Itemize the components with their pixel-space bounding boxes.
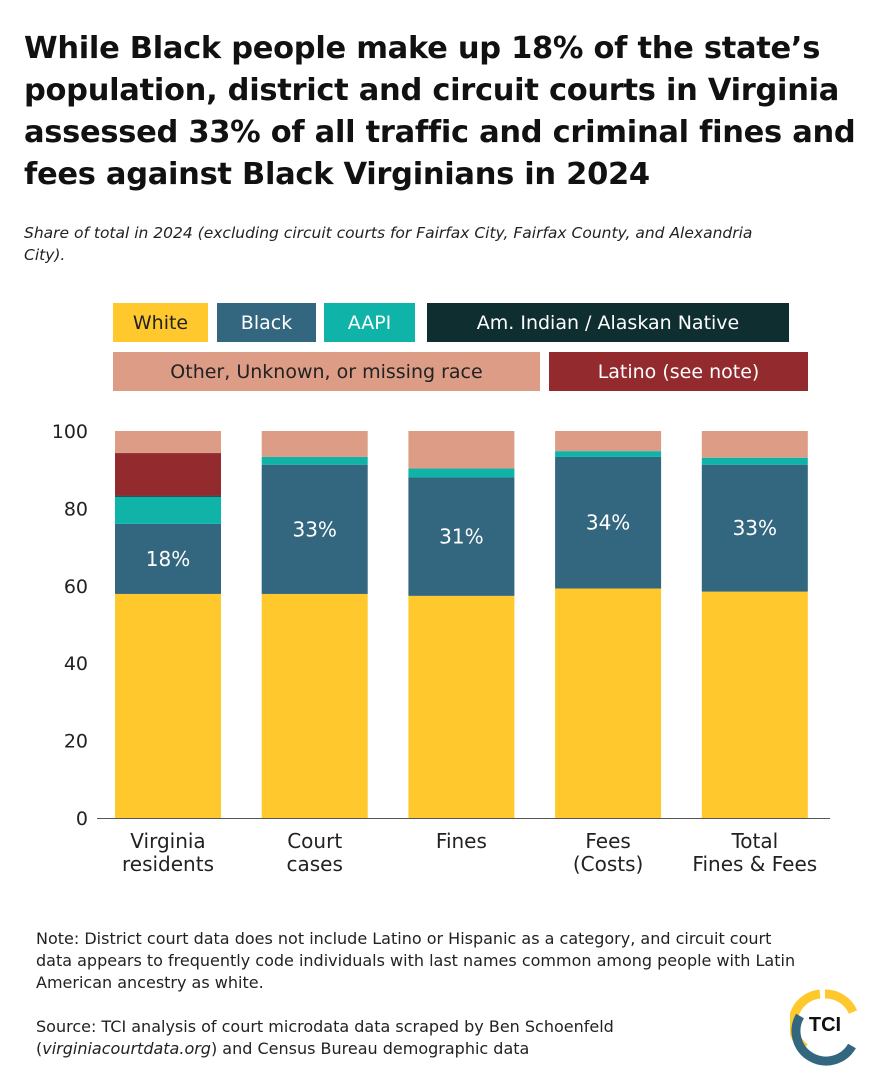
bar-segment-black [261,464,368,594]
legend-am-indian: Am. Indian / Alaskan Native [427,303,789,342]
bar-segment-other-unknown-or-missing-race [701,431,808,458]
note-text: Note: District court data does not inclu… [36,929,796,992]
legend-white: White [113,303,208,342]
chart-title: While Black people make up 18% of the st… [24,31,856,192]
bar-segment-black [555,456,662,589]
source-text: Source: TCI analysis of court microdata … [36,1017,614,1058]
x-tick-label: Court [287,829,342,853]
legend-label: Other, Unknown, or missing race [170,360,483,383]
legend-label: White [132,311,189,334]
bar-segment-white [555,588,662,818]
legend-label: AAPI [347,311,392,334]
bar-segment-white [115,593,221,818]
x-tick-label: Virginia [130,829,205,853]
bar-segment-white [261,593,368,818]
bar-segment-aapi [555,451,662,457]
source-prefix: Source: TCI analysis of court microdata … [36,1017,614,1036]
legend-label: Am. Indian / Alaskan Native [476,311,740,334]
bar-segment-other-unknown-or-missing-race [261,431,368,457]
x-tick-label: cases [286,852,342,876]
legend-label: Latino (see note) [597,360,760,383]
tci-logo: TCI [790,989,858,1066]
source-suffix: and Census Bureau demographic data [222,1039,530,1058]
bar-segment-black [701,464,808,592]
bar-segment-black [115,523,221,594]
x-tick-label: Fines [436,829,487,853]
x-tick-label: Fines & Fees [692,852,817,876]
bar-segment-aapi [701,457,808,465]
legend-aapi: AAPI [324,303,415,342]
y-tick-label: 80 [64,498,88,520]
legend-black: Black [217,303,316,342]
data-label: 18% [146,547,190,571]
bar-segment-white [701,591,808,818]
x-tick-label: residents [122,852,214,876]
bar-segment-latino-see-note- [115,453,221,496]
legend-other: Other, Unknown, or missing race [113,352,540,391]
y-tick-label: 100 [52,421,88,443]
y-tick-label: 40 [64,653,88,675]
chart-subtitle: Share of total in 2024 (excluding circui… [24,224,753,264]
bar-segment-other-unknown-or-missing-race [115,431,221,454]
data-label: 33% [733,516,777,540]
x-tick-label: Fees [585,829,630,853]
bar-segment-other-unknown-or-missing-race [408,431,515,469]
legend-latino: Latino (see note) [549,352,808,391]
x-tick-label: (Costs) [573,852,644,876]
x-tick-label: Total [730,829,778,853]
source-link[interactable]: virginiacourtdata.org [42,1039,211,1058]
logo-text: TCI [809,1014,841,1036]
bar-segment-am-indian-alaskan-native [115,495,221,497]
bar-segment-white [408,595,515,818]
legend-label: Black [240,311,293,334]
bar-segment-aapi [408,468,515,478]
y-tick-label: 0 [76,808,88,830]
bar-segment-other-unknown-or-missing-race [555,431,662,452]
data-label: 33% [292,517,336,541]
data-label: 31% [439,525,483,549]
y-tick-label: 20 [64,731,88,753]
bar-segment-aapi [115,496,221,524]
bar-segment-aapi [261,456,368,465]
data-label: 34% [586,511,630,535]
bar-segment-black [408,477,515,596]
y-tick-label: 60 [64,576,88,598]
